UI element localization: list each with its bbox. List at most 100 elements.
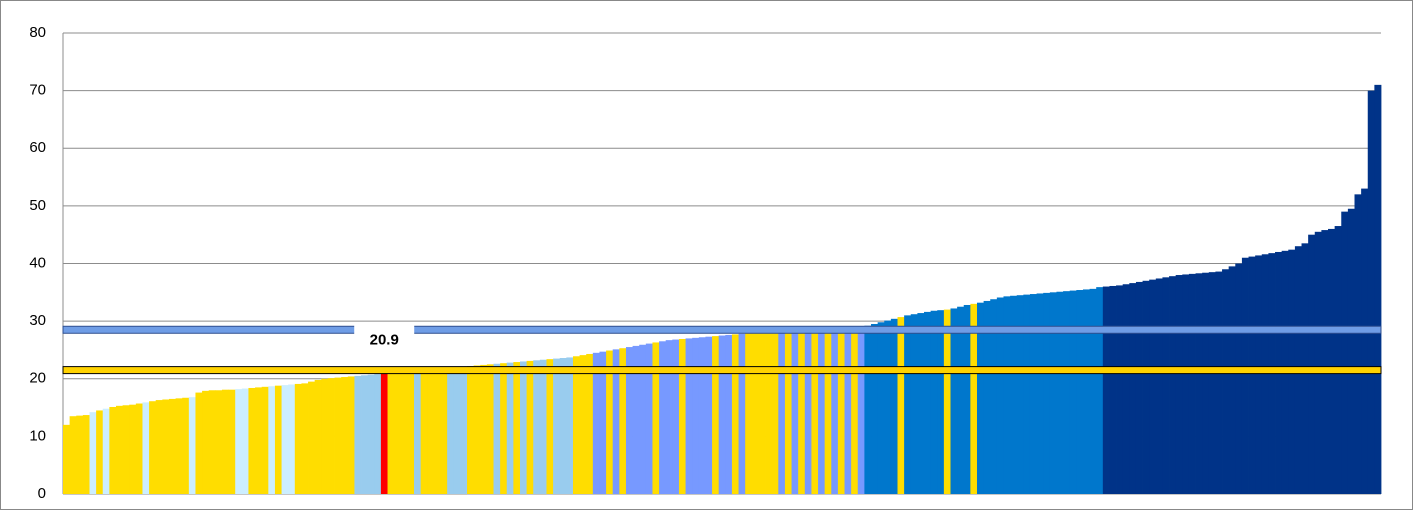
bar bbox=[122, 405, 130, 494]
bar bbox=[314, 379, 322, 494]
bar bbox=[63, 424, 71, 494]
bar bbox=[268, 386, 276, 494]
bar bbox=[89, 412, 97, 494]
bar bbox=[1102, 286, 1110, 494]
bar bbox=[1182, 274, 1190, 494]
bar bbox=[354, 375, 362, 494]
bar bbox=[804, 330, 812, 494]
bar bbox=[347, 376, 355, 494]
bar bbox=[678, 338, 686, 494]
bar bbox=[1361, 188, 1369, 494]
bar bbox=[718, 335, 726, 494]
bar bbox=[685, 338, 693, 494]
bar bbox=[321, 378, 329, 494]
bar bbox=[930, 310, 938, 494]
bar bbox=[546, 359, 554, 494]
bar bbox=[361, 375, 369, 494]
bar bbox=[751, 332, 759, 494]
bar bbox=[904, 315, 912, 494]
bar bbox=[924, 311, 932, 494]
bar bbox=[950, 308, 958, 494]
bar bbox=[241, 388, 249, 494]
bar bbox=[288, 384, 296, 494]
bar bbox=[1155, 278, 1163, 494]
bar bbox=[758, 332, 766, 494]
bar bbox=[341, 377, 349, 494]
bar bbox=[1082, 289, 1090, 494]
bar bbox=[871, 324, 879, 494]
bar bbox=[1076, 290, 1084, 494]
bar bbox=[414, 370, 422, 494]
bar bbox=[1261, 254, 1269, 494]
bar bbox=[1063, 291, 1071, 494]
bar bbox=[851, 327, 859, 494]
bar bbox=[692, 337, 700, 494]
bar bbox=[1162, 277, 1170, 494]
bar bbox=[586, 353, 594, 494]
bar bbox=[1215, 271, 1223, 494]
bar bbox=[619, 348, 627, 494]
bar bbox=[778, 331, 786, 494]
bar bbox=[559, 358, 567, 494]
bar bbox=[334, 377, 342, 494]
bar bbox=[659, 341, 667, 494]
y-tick-label: 60 bbox=[29, 139, 46, 156]
bar bbox=[1248, 256, 1256, 494]
bar bbox=[698, 337, 706, 494]
bar bbox=[1069, 290, 1077, 494]
bar bbox=[533, 360, 541, 494]
bar bbox=[294, 383, 302, 494]
bar bbox=[996, 297, 1004, 494]
bar bbox=[407, 371, 415, 494]
bar bbox=[327, 378, 335, 494]
bar bbox=[798, 330, 806, 494]
bar bbox=[486, 364, 494, 494]
bar bbox=[1122, 284, 1130, 494]
bar bbox=[1195, 273, 1203, 494]
bar bbox=[877, 322, 885, 494]
bar bbox=[255, 387, 263, 494]
bar bbox=[433, 368, 441, 494]
bar bbox=[1116, 285, 1124, 494]
bar bbox=[228, 389, 236, 494]
bar bbox=[1029, 294, 1037, 494]
bar bbox=[1222, 269, 1230, 494]
bar bbox=[1043, 292, 1051, 494]
bar bbox=[195, 392, 203, 494]
bar bbox=[82, 415, 90, 494]
bar bbox=[784, 331, 792, 494]
reference-line bbox=[62, 325, 1382, 334]
y-tick-label: 50 bbox=[29, 197, 46, 214]
bar bbox=[990, 299, 998, 494]
bar bbox=[712, 336, 720, 494]
bar bbox=[175, 398, 183, 494]
bar bbox=[427, 369, 435, 494]
bar bbox=[917, 313, 925, 494]
bar bbox=[1109, 285, 1117, 494]
bar bbox=[155, 400, 163, 494]
bar bbox=[625, 347, 633, 494]
bar bbox=[1036, 293, 1044, 494]
bar bbox=[791, 330, 799, 494]
bar bbox=[970, 303, 978, 494]
bar bbox=[473, 365, 481, 494]
bar bbox=[1188, 273, 1196, 494]
bar bbox=[215, 390, 223, 494]
annotation-box bbox=[354, 323, 415, 348]
bar bbox=[672, 339, 680, 494]
bar bbox=[765, 332, 773, 494]
bar bbox=[539, 359, 547, 494]
bar bbox=[202, 390, 210, 494]
bar bbox=[308, 381, 316, 494]
bar bbox=[387, 372, 395, 494]
y-tick-label: 80 bbox=[29, 24, 46, 41]
bar bbox=[1235, 263, 1243, 494]
bar bbox=[731, 334, 739, 494]
bar bbox=[1135, 281, 1143, 494]
bar bbox=[440, 368, 448, 494]
bar bbox=[453, 367, 461, 494]
bar bbox=[1023, 294, 1031, 494]
bar bbox=[884, 320, 892, 494]
bar bbox=[1208, 272, 1216, 494]
bar bbox=[771, 332, 779, 494]
